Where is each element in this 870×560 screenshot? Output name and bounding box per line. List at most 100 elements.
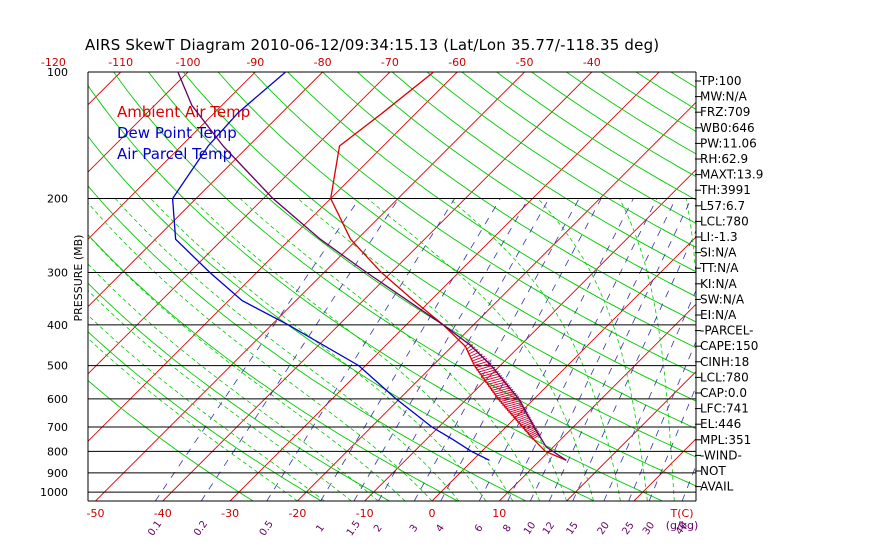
cape-hatch [509,408,527,415]
chart-title: AIRS SkewT Diagram 2010-06-12/09:34:15.1… [85,36,660,54]
top-temp-tick-label: -120 [41,56,66,69]
index-entry: RH:62.9 [700,152,748,166]
mixing-ratio-line [266,198,456,501]
dry-adiabat-line [426,72,696,248]
isotherm-line [88,72,391,375]
mixing-ratio-label: 0.5 [258,519,276,538]
dry-adiabat-line [322,72,696,323]
cape-hatch [516,416,531,423]
dry-adiabat-line [88,282,390,501]
index-entry: MW:N/A [700,90,748,104]
cape-hatch [499,396,520,403]
pressure-tick-label: 700 [47,421,68,434]
moist-adiabat-line [297,198,567,501]
moist-adiabat-line [367,198,594,501]
pressure-tick-label: 100 [47,66,68,79]
dry-adiabat-line [775,72,870,501]
index-entry: KI:N/A [700,277,737,291]
dry-adiabat-line [357,72,696,298]
bottom-temp-tick-label: -20 [288,507,306,520]
isotherm-line [431,236,696,501]
cape-hatch [503,401,523,408]
cape-hatch [493,388,514,395]
mixing-ratio-line [200,198,400,501]
mixing-ratio-label: 6 [473,523,486,535]
mixing-ratio-line [378,198,550,501]
cape-hatch [497,394,518,401]
cape-hatch [483,375,503,382]
legend-dew-point: Dew Point Temp [117,124,237,142]
index-entry: CAP:0.0 [700,386,747,400]
pressure-tick-label: 900 [47,467,68,480]
isotherm-line [498,303,696,501]
index-entry: LCL:780 [700,370,749,384]
dry-adiabat-line [148,72,696,458]
bottom-temp-tick-label: 10 [492,507,506,520]
index-entry: -PARCEL- [700,324,754,338]
moist-adiabat-line [88,289,352,501]
temp-unit-label: T(C) [670,507,694,520]
mixing-ratio-label: 10 [522,520,538,537]
dry-adiabat-line [810,72,870,501]
bottom-temp-tick-label: -30 [221,507,239,520]
moist-adiabat-line [537,198,648,501]
index-entry: EI:N/A [700,308,737,322]
isotherm-line [566,370,696,501]
mixing-ratio-line [413,198,580,501]
isotherm-line [95,72,525,501]
isotherm-line [88,72,189,173]
cape-hatch [514,413,529,420]
dew-point-line [171,71,490,461]
index-entry: SW:N/A [700,292,745,306]
mixing-ratio-label: 8 [501,523,514,535]
cape-hatch [515,415,530,422]
index-entry: CINH:18 [700,355,749,369]
mixing-ratio-line [154,198,360,501]
pressure-tick-label: 600 [47,393,68,406]
index-entry: -WIND- [700,448,742,462]
cape-hatch [477,366,496,373]
isotherm-line [88,72,122,106]
mixing-ratio-label: 30 [641,520,657,537]
index-entry: TH:3991 [699,183,751,197]
cape-hatch [489,383,509,390]
mixing-unit-label: (g/kg) [666,519,699,532]
dry-adiabat-line [287,72,696,349]
grid-lines [88,72,870,501]
mixing-ratio-label: 4 [434,523,447,535]
cape-hatch [488,381,508,388]
moist-adiabat-line [115,198,460,501]
index-entry: LFC:741 [700,402,749,416]
moist-adiabat-line [88,337,298,501]
moist-adiabat-line [88,314,325,501]
bottom-temp-tick-label: -40 [154,507,172,520]
top-temp-tick-label: -50 [516,56,534,69]
mixing-ratio-label: 3 [408,523,421,535]
mixing-ratio-label: 2 [372,523,385,535]
dry-adiabat-line [252,72,696,375]
cape-hatch [490,385,511,392]
moist-adiabat-line [239,198,541,501]
index-entry: MPL:351 [700,433,751,447]
top-temp-tick-label: -40 [583,56,601,69]
pressure-tick-label: 500 [47,360,68,373]
isotherm-line [229,72,660,501]
index-entry: PW:11.06 [700,136,757,150]
mixing-ratio-line [440,198,602,501]
index-entry: TT:N/A [699,261,739,275]
index-entry: TP:100 [699,74,742,88]
index-entry: MAXT:13.9 [700,168,763,182]
mixing-ratio-label: 12 [541,520,557,537]
isotherm-line [88,72,323,308]
mixing-ratio-line [548,198,692,501]
moist-adiabat-line [150,198,487,501]
top-temp-tick-label: -100 [176,56,201,69]
top-temp-tick-label: -80 [314,56,332,69]
mixing-ratio-line [320,198,501,501]
pressure-tick-label: 1000 [40,486,68,499]
index-entry: LCL:780 [700,214,749,228]
pressure-tick-label: 200 [47,192,68,205]
top-temp-tick-label: -60 [448,56,466,69]
moist-adiabat-line [619,198,675,501]
